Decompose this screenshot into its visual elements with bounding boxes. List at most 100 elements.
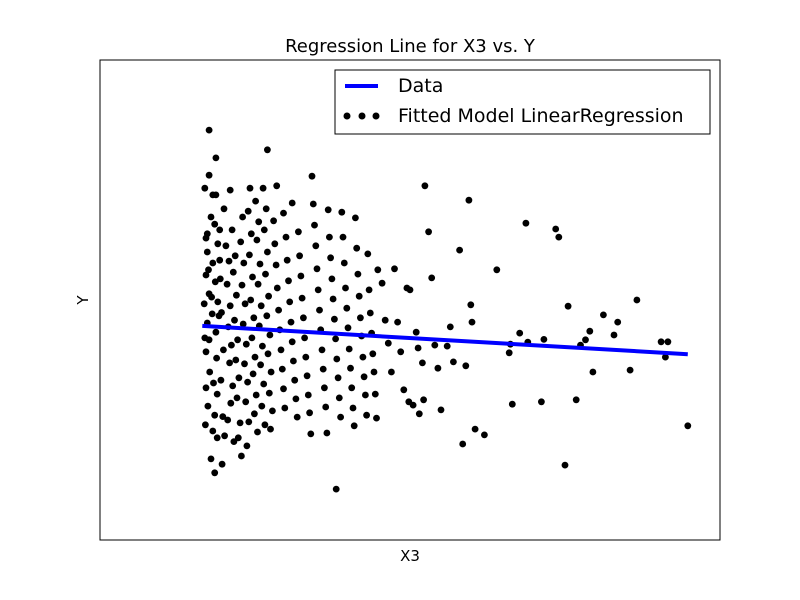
scatter-point-111	[262, 205, 270, 213]
scatter-point-126	[272, 261, 280, 269]
scatter-point-131	[278, 365, 286, 373]
scatter-point-74	[237, 238, 245, 246]
scatter-point-201	[360, 373, 368, 381]
scatter-point-187	[343, 304, 351, 312]
scatter-point-177	[332, 335, 339, 343]
scatter-point-115	[265, 292, 272, 300]
legend: Data Fitted Model LinearRegression	[334, 69, 711, 135]
legend-dot-swatch-3	[372, 112, 380, 120]
scatter-point-209	[370, 368, 378, 376]
scatter-point-41	[218, 309, 225, 316]
scatter-point-29	[202, 421, 209, 429]
scatter-point-78	[239, 320, 247, 328]
scatter-point-265	[600, 311, 607, 319]
scatter-point-250	[508, 400, 516, 408]
scatter-point-255	[540, 336, 548, 343]
scatter-point-155	[304, 391, 312, 399]
scatter-point-156	[306, 409, 313, 417]
scatter-point-117	[266, 331, 274, 339]
scatter-point-182	[332, 485, 340, 493]
scatter-point-69	[236, 419, 244, 427]
scatter-point-39	[202, 234, 210, 242]
scatter-point-24	[210, 379, 217, 387]
scatter-point-212	[374, 266, 382, 274]
scatter-point-235	[437, 406, 445, 414]
scatter-point-70	[234, 434, 242, 442]
scatter-point-118	[264, 350, 272, 358]
scatter-point-122	[267, 425, 274, 433]
scatter-point-241	[462, 362, 470, 370]
scatter-point-214	[381, 316, 389, 324]
scatter-point-246	[481, 431, 488, 439]
scatter-point-44	[219, 413, 227, 420]
legend-box	[334, 69, 711, 135]
scatter-point-114	[262, 270, 269, 278]
scatter-point-45	[221, 432, 229, 440]
regression-line	[202, 323, 688, 357]
scatter-point-0	[205, 126, 213, 134]
scatter-point-259	[564, 302, 572, 310]
scatter-point-62	[229, 268, 237, 276]
scatter-point-218	[394, 318, 401, 326]
scatter-point-158	[308, 172, 316, 180]
scatter-point-226	[414, 344, 422, 352]
scatter-point-245	[471, 425, 479, 433]
scatter-point-263	[586, 327, 594, 335]
scatter-point-195	[353, 244, 361, 252]
scatter-point-189	[345, 345, 353, 353]
scatter-point-191	[348, 384, 356, 392]
scatter-point-68	[233, 394, 241, 402]
scatter-point-166	[318, 346, 326, 354]
scatter-point-196	[354, 270, 362, 278]
scatter-point-98	[252, 197, 259, 205]
scatter-point-176	[331, 315, 338, 323]
scatter-point-51	[223, 280, 231, 288]
scatter-point-112	[260, 226, 268, 234]
scatter-point-173	[327, 254, 334, 262]
scatter-point-205	[365, 286, 373, 294]
scatter-point-184	[339, 233, 347, 241]
scatter-point-125	[271, 240, 279, 248]
scatter-point-227	[415, 410, 423, 418]
scatter-point-116	[263, 312, 271, 320]
scatter-point-40	[216, 275, 224, 283]
scatter-point-204	[364, 250, 372, 258]
scatter-point-100	[253, 236, 261, 244]
scatter-point-66	[232, 356, 240, 364]
scatter-point-33	[211, 469, 219, 477]
scatter-point-167	[319, 365, 327, 373]
scatter-point-38	[216, 256, 224, 264]
scatter-point-15	[214, 298, 222, 306]
scatter-point-178	[333, 355, 341, 363]
scatter-point-50	[225, 257, 233, 265]
scatter-point-127	[273, 284, 281, 292]
scatter-point-162	[313, 265, 321, 273]
scatter-point-56	[229, 382, 237, 390]
scatter-point-99	[255, 218, 263, 226]
scatter-point-86	[244, 207, 252, 215]
scatter-point-247	[493, 266, 501, 274]
scatter-point-193	[350, 422, 358, 430]
scatter-point-188	[344, 324, 352, 332]
scatter-point-102	[254, 280, 262, 288]
scatter-point-143	[291, 376, 299, 384]
scatter-point-175	[329, 295, 337, 303]
scatter-point-213	[378, 279, 386, 287]
scatter-point-28	[211, 411, 219, 419]
scatter-point-30	[209, 427, 217, 435]
scatter-point-58	[224, 416, 232, 424]
scatter-point-83	[245, 418, 253, 426]
scatter-point-63	[233, 291, 240, 299]
scatter-point-60	[228, 226, 236, 234]
scatter-point-262	[582, 336, 589, 344]
scatter-point-163	[314, 286, 322, 294]
scatter-point-148	[296, 252, 303, 260]
scatter-point-229	[420, 396, 427, 404]
scatter-point-95	[252, 391, 260, 399]
scatter-point-169	[322, 403, 330, 411]
scatter-point-9	[214, 240, 222, 248]
scatter-point-152	[301, 334, 308, 342]
scatter-point-123	[264, 146, 271, 154]
scatter-point-90	[247, 296, 255, 304]
